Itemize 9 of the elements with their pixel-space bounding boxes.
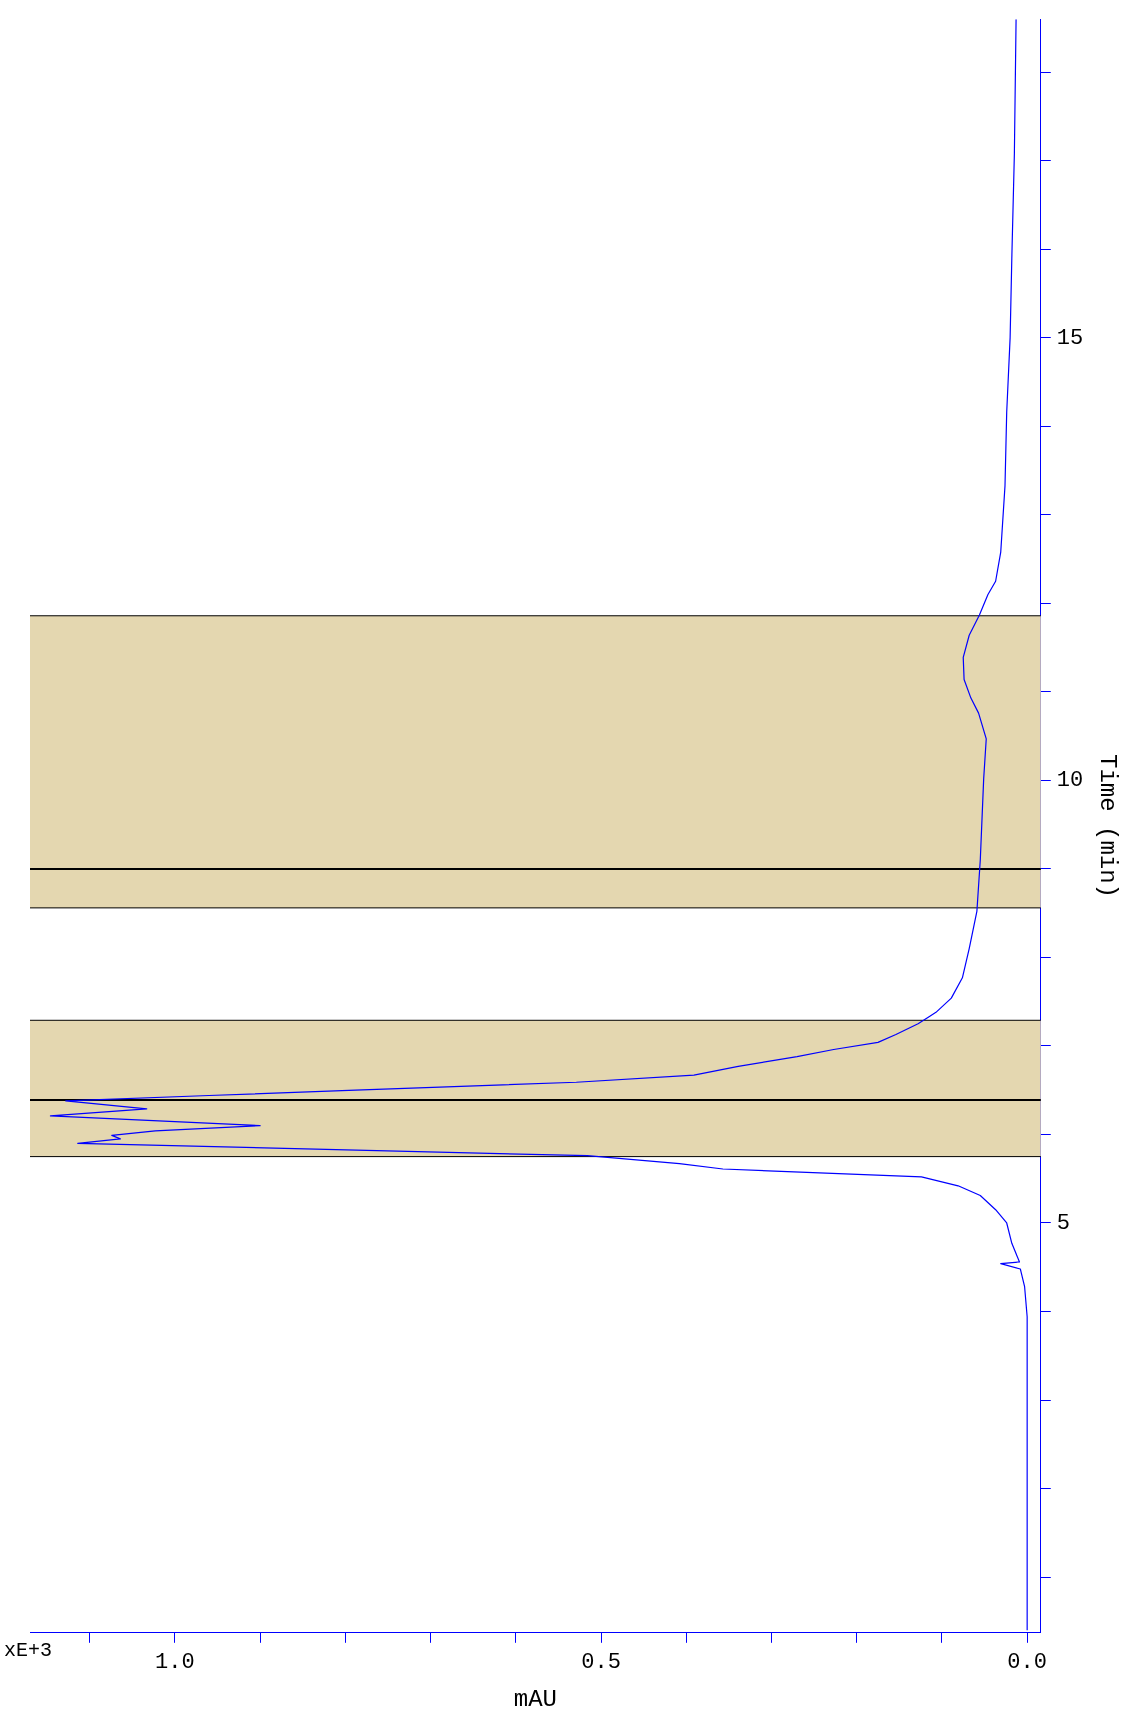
y-tick-label: 15: [1056, 325, 1084, 351]
text: xE+3: [4, 1639, 53, 1663]
x-tick-label: 0.0: [1007, 1649, 1047, 1675]
x-axis-title: mAU: [513, 1685, 558, 1713]
y-tick-label: 5: [1056, 1210, 1070, 1236]
x-tick-label: 1.0: [155, 1649, 195, 1675]
y-axis-title: Time (min): [1094, 753, 1122, 899]
x-tick-label: 0.5: [581, 1649, 621, 1675]
y-tick-label: 10: [1056, 768, 1084, 794]
